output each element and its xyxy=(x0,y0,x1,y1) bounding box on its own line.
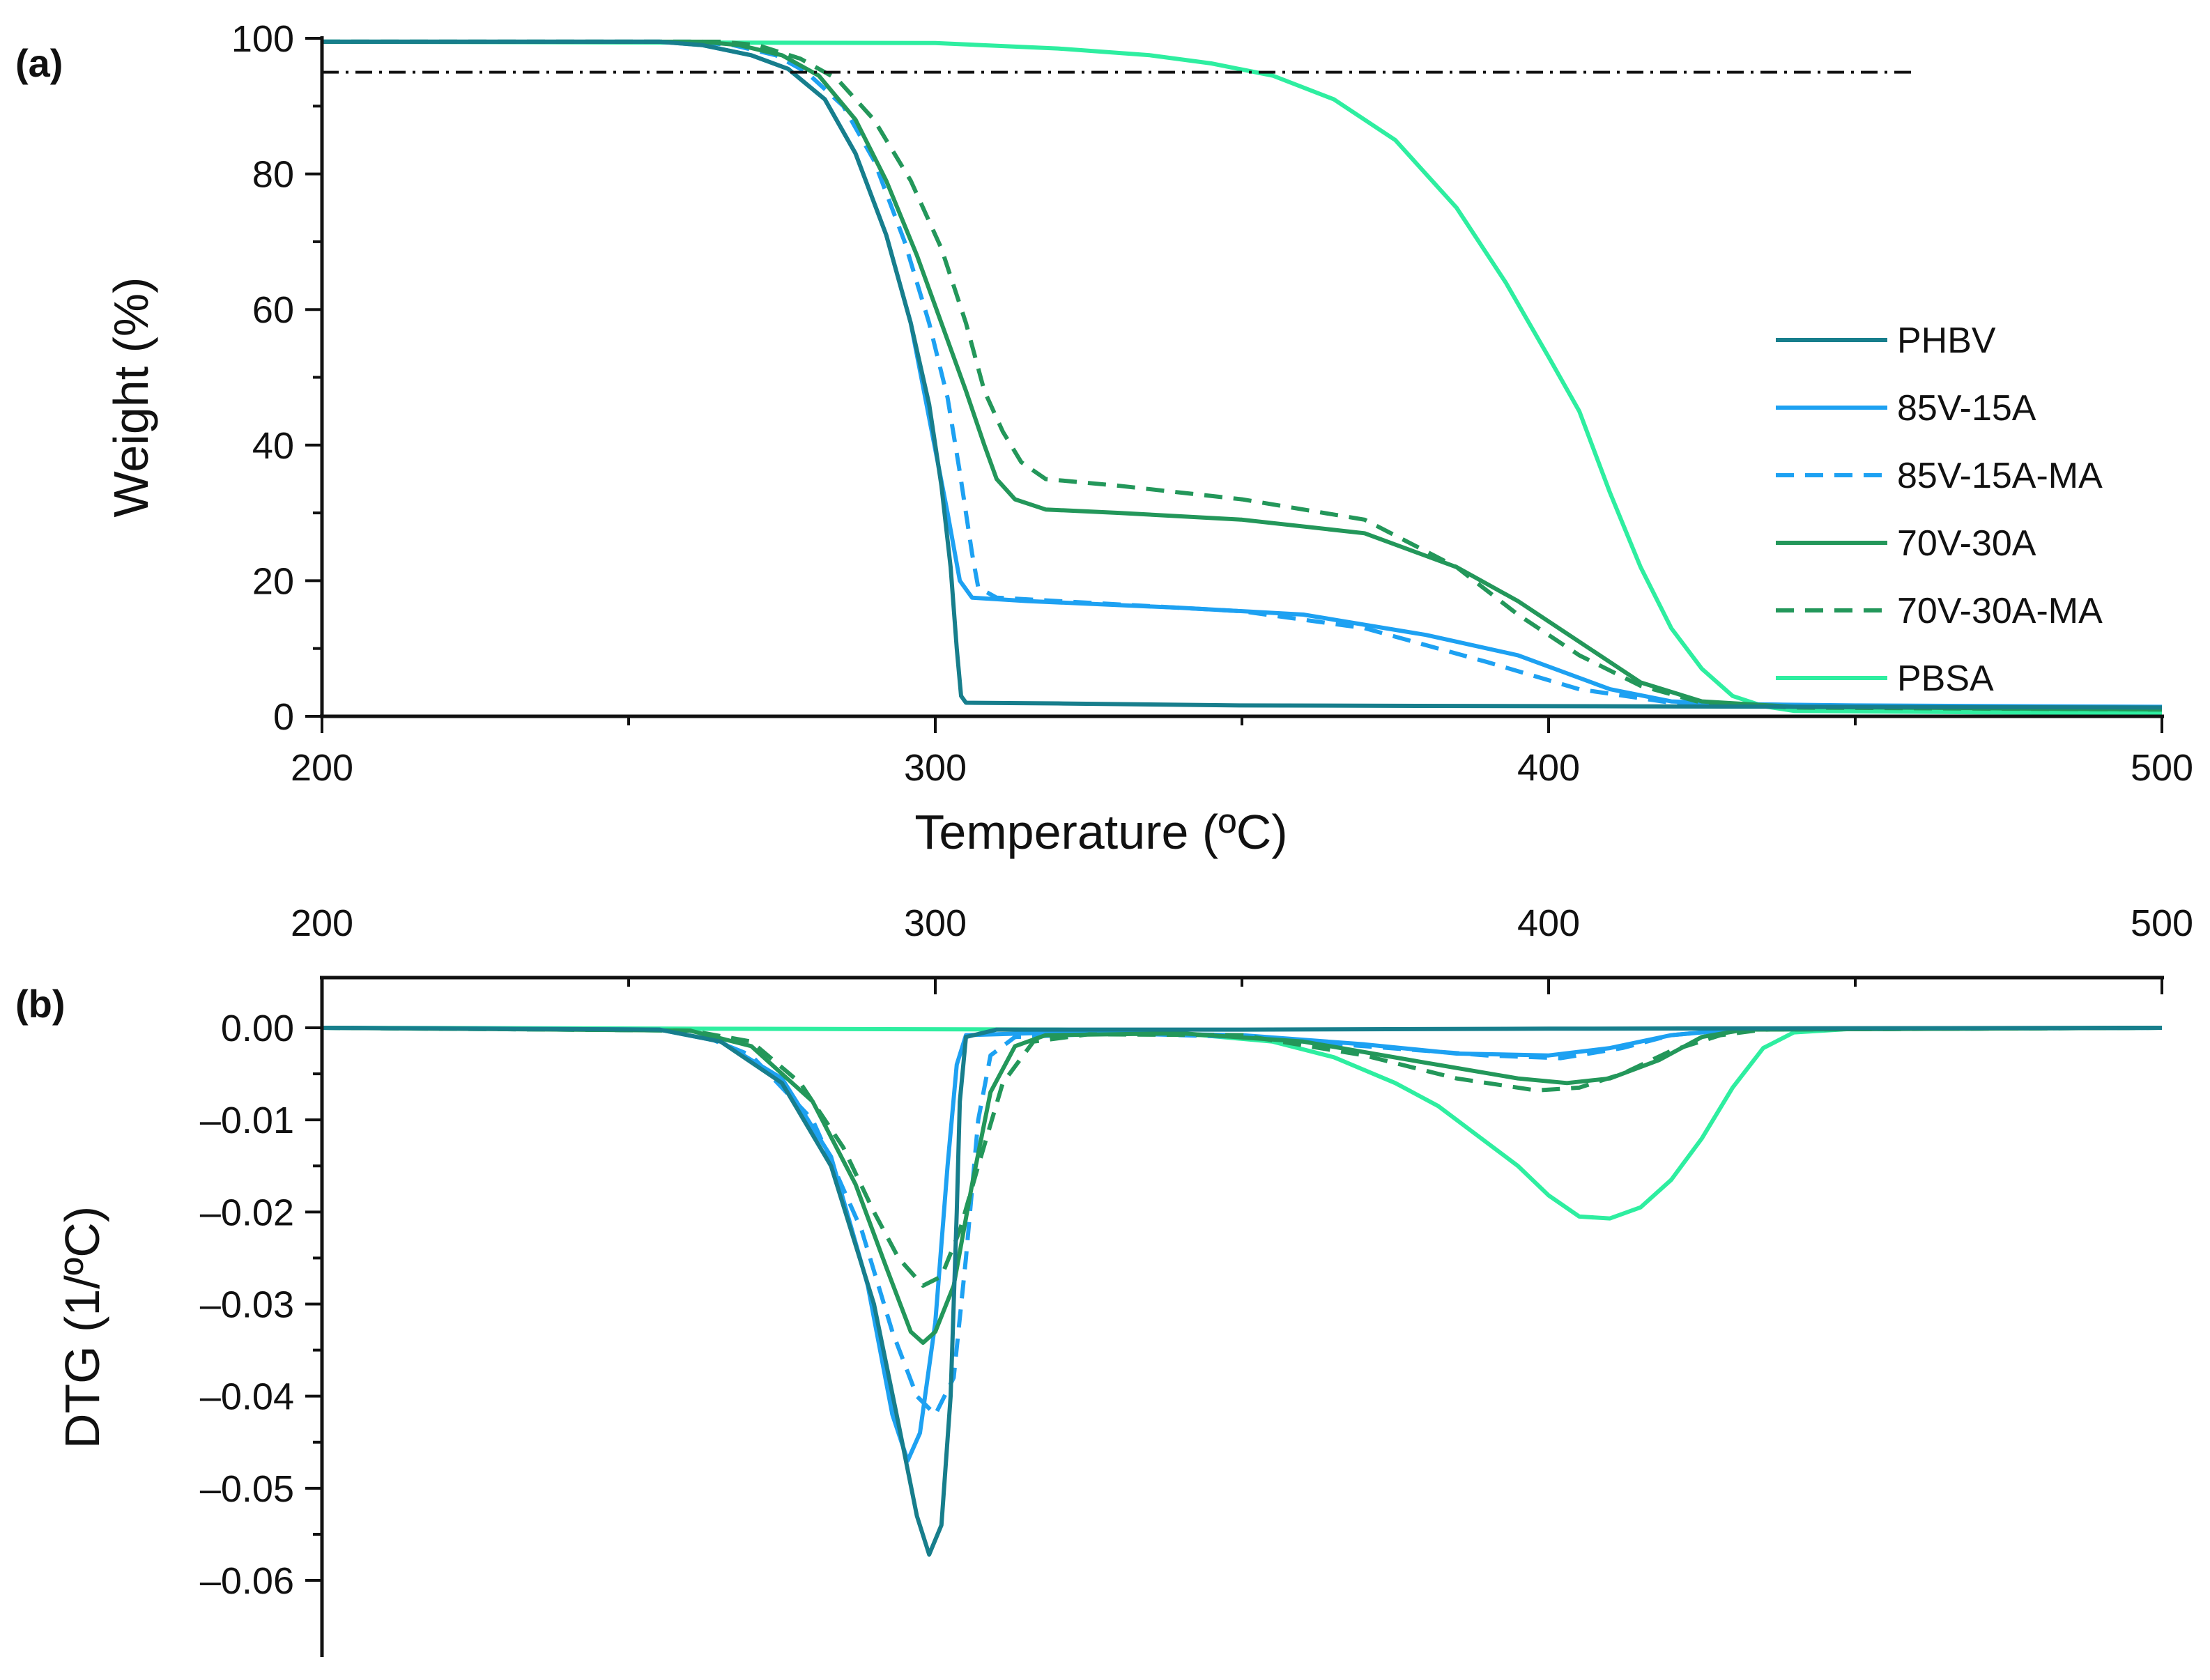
legend-label: 70V-30A-MA xyxy=(1897,591,2103,631)
panel-a-series xyxy=(322,39,2162,716)
series-line-pbsa xyxy=(322,1026,2162,1221)
panel-a-axes: 0 20 40 60 80 100 200 300 400 500 xyxy=(231,18,2193,789)
legend-label: 85V-15A-MA xyxy=(1897,456,2103,496)
series-line-phbv xyxy=(322,39,2162,710)
series-line-phbv xyxy=(322,1026,2162,1557)
panel-b-ylabel: DTG (1/ºC) xyxy=(55,1206,109,1449)
y-tick-label: –0.04 xyxy=(200,1376,294,1418)
panel-b-axes: 200 300 400 500 0.00 –0.01 –0.02 –0.03 –0.04 –0.0… xyxy=(200,902,2193,1657)
panel-a-ylabel: Weight (%) xyxy=(104,277,158,518)
x-tick-label: 200 xyxy=(291,747,353,789)
panel-b: (b) 200 300 400 500 0.00 –0.01 –0.02 –0.03 –0.04… xyxy=(15,902,2193,1657)
panel-a: (a) 0 20 40 60 80 100 200 300 400 500 Temperature… xyxy=(15,18,2193,859)
series-line-85v-15a xyxy=(322,39,2162,709)
panel-a-label: (a) xyxy=(15,41,63,85)
x-tick-label: 500 xyxy=(2131,747,2193,789)
y-tick-label: –0.05 xyxy=(200,1468,294,1510)
series-line-70v-30a-ma xyxy=(322,1026,2162,1288)
series-line-85v-15a xyxy=(322,1026,2162,1463)
x-tick-label: 500 xyxy=(2131,902,2193,944)
series-line-85v-15a-ma xyxy=(322,39,2162,710)
y-tick-label: –0.06 xyxy=(200,1560,294,1602)
y-tick-label: 0.00 xyxy=(221,1008,294,1049)
series-line-85v-15a-ma xyxy=(322,1026,2162,1417)
x-tick-label: 400 xyxy=(1517,747,1580,789)
series-line-70v-30a xyxy=(322,1026,2162,1345)
y-tick-label: 20 xyxy=(252,560,294,602)
panel-b-label: (b) xyxy=(15,982,66,1026)
y-tick-label: 60 xyxy=(252,289,294,331)
y-tick-label: 0 xyxy=(273,696,294,738)
legend: PHBV 85V-15A 85V-15A-MA 70V-30A 70V-30A-MA PB… xyxy=(1776,321,2103,699)
panel-b-series xyxy=(322,1026,2162,1557)
legend-label: PBSA xyxy=(1897,658,1994,699)
y-tick-label: –0.01 xyxy=(200,1100,294,1141)
legend-label: 70V-30A xyxy=(1897,523,2036,564)
legend-label: PHBV xyxy=(1897,321,1996,361)
y-tick-label: 100 xyxy=(231,18,294,60)
x-tick-label: 200 xyxy=(291,902,353,944)
y-tick-label: –0.02 xyxy=(200,1192,294,1233)
legend-label: 85V-15A xyxy=(1897,388,2036,429)
y-tick-label: 80 xyxy=(252,154,294,196)
panel-a-xlabel: Temperature (ºC) xyxy=(914,805,1287,859)
x-tick-label: 300 xyxy=(904,902,967,944)
x-tick-label: 400 xyxy=(1517,902,1580,944)
y-tick-label: 40 xyxy=(252,425,294,467)
series-line-70v-30a xyxy=(322,39,2162,712)
y-tick-label: –0.03 xyxy=(200,1284,294,1326)
x-tick-label: 300 xyxy=(904,747,967,789)
